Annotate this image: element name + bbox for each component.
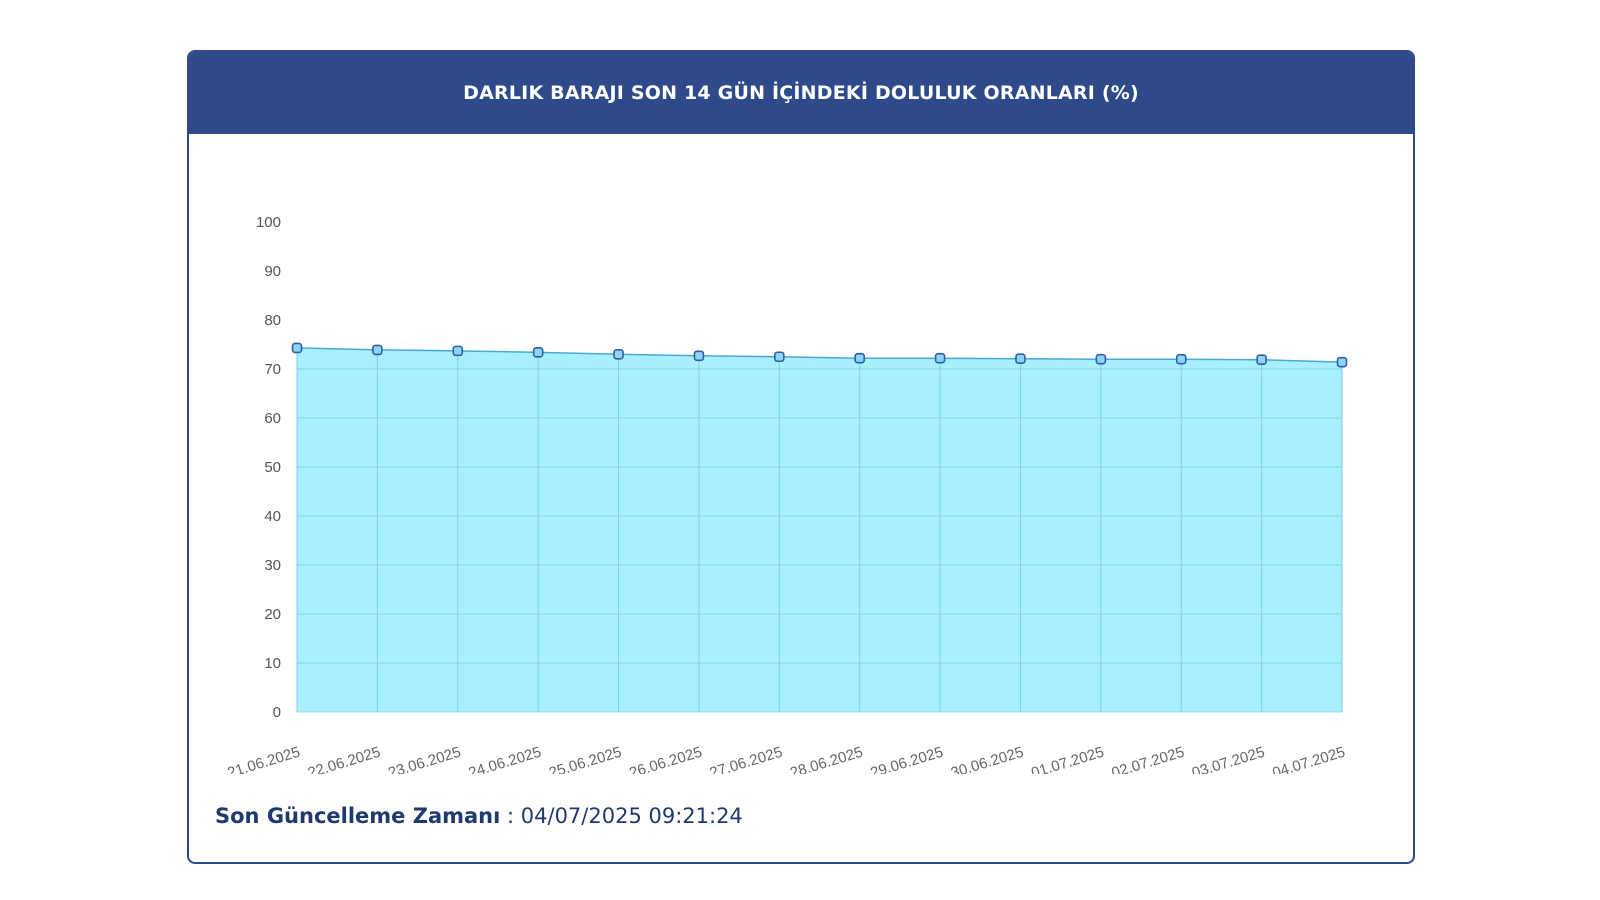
data-point (1336, 356, 1348, 368)
chart-area: 0 10 20 30 40 50 60 70 80 90 100 21.06.2025 22.06.20… (189, 134, 1413, 774)
y-tick-label: 60 (264, 410, 281, 427)
x-tick-label: 22.06.2025 (306, 744, 383, 774)
data-point (1015, 353, 1026, 365)
y-tick-label: 70 (264, 361, 281, 378)
x-tick-label: 03.07.2025 (1190, 744, 1267, 774)
x-tick-label: 26.06.2025 (627, 744, 704, 774)
last-update-value: 04/07/2025 09:21:24 (520, 804, 743, 828)
y-tick-label: 20 (264, 606, 281, 623)
data-point (1256, 354, 1267, 365)
y-tick-label: 80 (264, 312, 281, 329)
y-tick-label: 90 (264, 263, 281, 280)
data-point (372, 344, 383, 356)
data-point (693, 350, 705, 362)
x-tick-label: 23.06.2025 (386, 744, 463, 774)
area-fill (297, 347, 1342, 712)
x-tick-label: 02.07.2025 (1110, 744, 1187, 774)
y-tick-label: 40 (264, 508, 281, 525)
x-tick-label: 29.06.2025 (868, 744, 945, 774)
data-point (1095, 353, 1107, 365)
data-point (934, 352, 946, 364)
y-tick-label: 10 (264, 655, 281, 672)
x-tick-label: 30.06.2025 (949, 744, 1026, 774)
data-point (532, 347, 544, 358)
data-point (452, 345, 464, 357)
area-chart: 0 10 20 30 40 50 60 70 80 90 100 21.06.2025 22.06.20… (225, 214, 1348, 774)
x-tick-label: 28.06.2025 (788, 744, 865, 774)
data-point (613, 349, 624, 360)
y-tick-label: 50 (264, 459, 281, 476)
y-tick-label: 0 (273, 704, 281, 721)
x-tick-label: 04.07.2025 (1270, 744, 1347, 774)
x-tick-label: 27.06.2025 (708, 744, 785, 774)
data-point (291, 342, 303, 354)
last-update-separator: : (500, 804, 521, 828)
data-point (1175, 353, 1187, 365)
series-line (296, 347, 1343, 363)
data-point (774, 351, 785, 363)
last-update-label: Son Güncelleme Zamanı (215, 804, 501, 828)
x-tick-label: 01.07.2025 (1029, 744, 1106, 774)
last-update: Son Güncelleme Zamanı : 04/07/2025 09:21… (215, 804, 743, 828)
chart-card: DARLIK BARAJI SON 14 GÜN İÇİNDEKİ DOLULU… (187, 50, 1415, 864)
x-tick-label: 25.06.2025 (547, 744, 624, 774)
data-point (854, 352, 865, 364)
chart-title: DARLIK BARAJI SON 14 GÜN İÇİNDEKİ DOLULU… (189, 52, 1413, 134)
y-tick-label: 30 (264, 557, 281, 574)
y-tick-label: 100 (256, 214, 281, 231)
x-tick-label: 24.06.2025 (467, 744, 544, 774)
x-tick-label: 21.06.2025 (225, 744, 302, 774)
